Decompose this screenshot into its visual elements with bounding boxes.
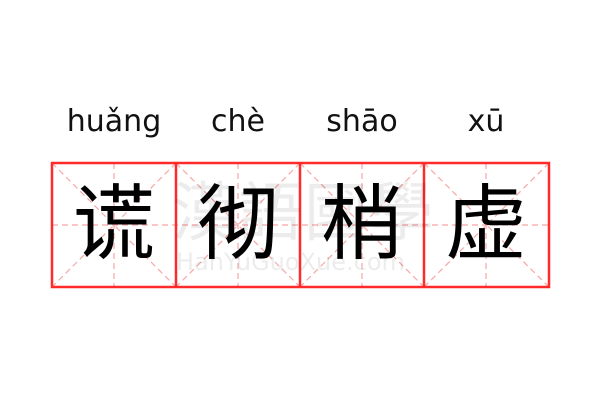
character-1: 谎: [72, 177, 155, 272]
watermark-chinese: 漢語國學: [172, 177, 436, 251]
character-2: 彻: [196, 177, 279, 272]
character-4: 虚: [444, 177, 527, 272]
pinyin-1: huǎng: [66, 104, 162, 139]
watermark-latin: HanYuGuoXue.com: [176, 248, 405, 276]
pinyin-2: chè: [211, 104, 265, 139]
guide-lines: [51, 162, 550, 288]
pinyin-3: shāo: [326, 104, 398, 139]
cell-borders: [50, 161, 551, 289]
character-3: 梢: [320, 177, 403, 272]
pinyin-4: xū: [467, 104, 505, 139]
